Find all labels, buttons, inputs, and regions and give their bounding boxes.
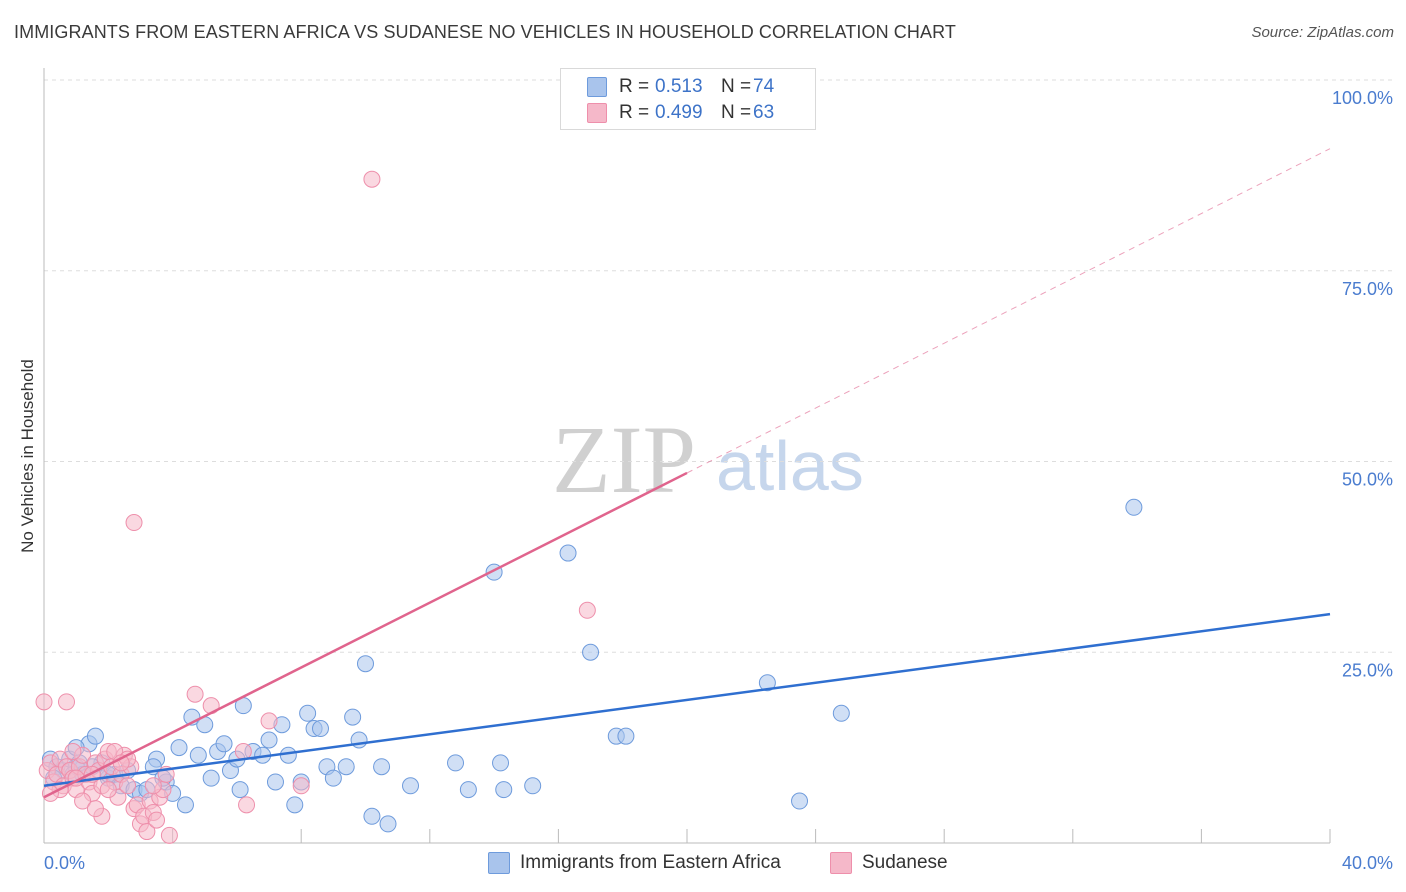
data-point-sudanese (186, 685, 204, 703)
n-label: N = (721, 102, 752, 123)
data-points (35, 170, 1143, 844)
y-tick-label: 25.0% (1342, 660, 1393, 680)
legend-item-eastern-africa[interactable]: Immigrants from Eastern Africa (488, 852, 781, 874)
data-point-eastern-africa (286, 796, 304, 814)
legend-label: Sudanese (862, 852, 948, 873)
data-point-sudanese (144, 777, 162, 795)
data-point-eastern-africa (337, 758, 355, 776)
r-label: R = (619, 76, 650, 97)
data-point-eastern-africa (189, 746, 207, 764)
data-point-sudanese (363, 170, 381, 188)
data-point-sudanese (119, 777, 137, 795)
data-point-eastern-africa (459, 781, 477, 799)
data-point-sudanese (125, 514, 143, 532)
data-point-sudanese (86, 800, 104, 818)
r-label: R = (619, 102, 650, 123)
n-value: 63 (753, 102, 775, 123)
series-legend: Immigrants from Eastern Africa Sudanese (0, 852, 1406, 878)
legend-label: Immigrants from Eastern Africa (520, 852, 781, 873)
data-point-eastern-africa (832, 704, 850, 722)
data-point-eastern-africa (231, 781, 249, 799)
data-point-eastern-africa (758, 674, 776, 692)
data-point-eastern-africa (357, 655, 374, 673)
legend-swatch-blue (488, 852, 510, 874)
data-point-eastern-africa (176, 796, 194, 814)
chart-title: IMMIGRANTS FROM EASTERN AFRICA VS SUDANE… (14, 22, 956, 42)
data-point-eastern-africa (1125, 498, 1143, 516)
data-point-sudanese (138, 823, 156, 841)
r-value: 0.513 (655, 76, 703, 97)
data-point-sudanese (74, 792, 92, 810)
data-point-eastern-africa (363, 807, 381, 825)
data-point-eastern-africa (582, 643, 600, 661)
watermark-atlas: atlas (716, 427, 864, 505)
data-point-eastern-africa (791, 792, 809, 810)
legend-swatch-blue (587, 77, 607, 97)
data-point-eastern-africa (299, 704, 317, 722)
data-point-eastern-africa (86, 727, 104, 745)
y-tick-label: 100.0% (1332, 88, 1393, 108)
trend-lines (43, 148, 1331, 799)
source-credit: Source: ZipAtlas.com (1251, 24, 1394, 41)
data-point-sudanese (58, 693, 76, 711)
data-point-eastern-africa (402, 777, 420, 795)
n-value: 74 (753, 76, 775, 97)
data-point-eastern-africa (524, 777, 542, 795)
data-point-eastern-africa (617, 727, 635, 745)
r-value: 0.499 (655, 102, 703, 123)
data-point-sudanese (160, 826, 178, 844)
data-point-sudanese (578, 601, 596, 619)
correlation-legend: R = 0.513 N = 74 R = 0.499 N = 63 (560, 68, 816, 130)
trendline-sudanese-extension (686, 148, 1331, 474)
legend-item-sudanese[interactable]: Sudanese (830, 852, 948, 874)
x-tick-label: 0.0% (44, 853, 85, 873)
trendline-sudanese (43, 471, 688, 799)
tick-labels: 25.0% 50.0% 75.0% 100.0% 0.0% 40.0% (44, 88, 1393, 873)
y-tick-label: 50.0% (1342, 470, 1393, 490)
data-point-sudanese (260, 712, 278, 730)
legend-row-sudanese: R = 0.499 N = 63 (587, 100, 774, 126)
data-point-eastern-africa (324, 769, 342, 787)
data-point-eastern-africa (279, 746, 297, 764)
y-tick-label: 75.0% (1342, 279, 1393, 299)
data-point-eastern-africa (260, 731, 278, 749)
data-point-eastern-africa (447, 754, 465, 772)
data-point-sudanese (292, 777, 310, 795)
data-point-eastern-africa (202, 769, 220, 787)
data-point-eastern-africa (379, 815, 397, 833)
data-point-eastern-africa (170, 739, 188, 757)
data-point-sudanese (64, 742, 82, 760)
n-label: N = (721, 76, 752, 97)
data-point-eastern-africa (495, 781, 513, 799)
data-point-eastern-africa (492, 754, 510, 772)
data-point-sudanese (148, 811, 166, 829)
trendline-eastern-africa (43, 612, 1331, 788)
grid (44, 79, 1392, 653)
data-point-eastern-africa (559, 544, 577, 562)
data-point-eastern-africa (373, 758, 391, 776)
legend-swatch-pink (587, 103, 607, 123)
watermark-zip: ZIP (552, 406, 696, 513)
watermark: ZIP atlas (552, 406, 864, 513)
data-point-eastern-africa (266, 773, 284, 791)
data-point-sudanese (35, 693, 53, 711)
legend-row-eastern-africa: R = 0.513 N = 74 (587, 74, 774, 100)
data-point-sudanese (238, 796, 256, 814)
data-point-eastern-africa (311, 720, 329, 738)
legend-swatch-pink (830, 852, 852, 874)
data-point-sudanese (99, 781, 117, 799)
data-point-eastern-africa (344, 708, 362, 726)
x-tick-label: 40.0% (1342, 853, 1393, 873)
data-point-sudanese (234, 742, 252, 760)
data-point-eastern-africa (215, 735, 233, 753)
